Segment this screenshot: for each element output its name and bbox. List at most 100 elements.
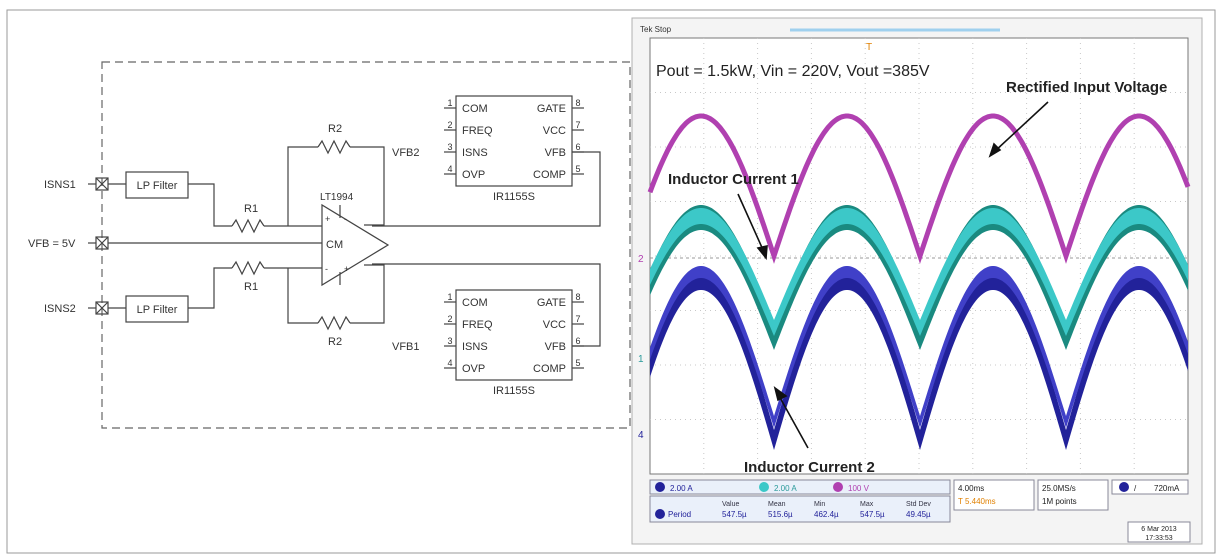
measurement-header: Min	[814, 501, 825, 508]
measurement-header: Std Dev	[906, 501, 931, 508]
ic-bottom-pin-number: 1	[447, 292, 452, 302]
opamp-cm-label: CM	[326, 239, 343, 251]
resistor-r2-bottom	[317, 315, 351, 331]
opamp-name: LT1994	[320, 192, 354, 203]
capture-date: 6 Mar 2013	[1141, 526, 1177, 533]
label-inductor-current-1: Inductor Current 1	[668, 171, 799, 188]
lp-filter-2-label: LP Filter	[137, 304, 178, 316]
ic-bottom-pin-label: OVP	[462, 363, 485, 375]
lp-filter-1-label: LP Filter	[137, 180, 178, 192]
ic-bottom-pin-number: 6	[575, 336, 580, 346]
ic-top-pin-label: ISNS	[462, 147, 488, 159]
ic-top-pin-number: 2	[447, 120, 452, 130]
trigger-source-dot	[1119, 482, 1129, 492]
label-rectified-input-voltage: Rectified Input Voltage	[1006, 79, 1167, 96]
channel-readout-bar	[649, 479, 951, 495]
ic-top-pin-number: 7	[575, 120, 580, 130]
input-label-isns2: ISNS2	[44, 303, 76, 315]
opamp-plus-top: +	[325, 214, 330, 224]
capture-time: 17:33:53	[1145, 535, 1172, 542]
trigger-slope: /	[1134, 484, 1137, 493]
ic-top-pin-number: 4	[447, 164, 452, 174]
channel-4-dot	[655, 482, 665, 492]
ic-top-pin-number: 3	[447, 142, 452, 152]
ic-top-pin-label: VFB	[545, 147, 566, 159]
ic-bottom-pin-label: COMP	[533, 363, 566, 375]
ic-bottom-pin-number: 7	[575, 314, 580, 324]
sampling-box	[1037, 479, 1109, 511]
resistor-r1-bottom	[231, 260, 265, 276]
waveform-rectified-input-voltage	[647, 113, 1191, 264]
ic-top-name: IR1155S	[493, 191, 535, 203]
lp-filter-1-box	[125, 171, 189, 199]
ic-top-pin-label: VCC	[543, 125, 566, 137]
measurement-header: Value	[722, 501, 739, 508]
channel-4-marker: 4	[638, 430, 644, 441]
measurement-value: 547.5µ	[722, 510, 747, 519]
trigger-level: 720mA	[1154, 484, 1180, 493]
measurement-value: 547.5µ	[860, 510, 885, 519]
r2-top-label: R2	[328, 123, 342, 135]
ic-bottom-name: IR1155S	[493, 385, 535, 397]
trigger-box	[1111, 479, 1189, 495]
scope-status: Tek Stop	[640, 25, 672, 34]
channel-1-dot	[759, 482, 769, 492]
dashed-boundary	[101, 61, 631, 429]
resistor-r1-top	[231, 218, 265, 234]
measurement-name: Period	[668, 510, 691, 519]
ic-top-pin-number: 1	[447, 98, 452, 108]
ic-bottom-pin-label: ISNS	[462, 341, 488, 353]
record-length: 1M points	[1042, 497, 1077, 506]
channel-1-marker: 1	[638, 354, 644, 365]
scope-status-bar: 2.00 A 2.00 A 100 V 4.00ms T 5.440ms 25.…	[649, 479, 1191, 543]
resistor-r2-top	[317, 139, 351, 155]
trigger-marker: T	[866, 42, 872, 53]
input-label-isns1: ISNS1	[44, 179, 76, 191]
ic-bottom-body	[455, 289, 573, 381]
annotation-arrows	[737, 101, 1049, 449]
r2-bottom-label: R2	[328, 336, 342, 348]
ic-bottom-pin-label: COM	[462, 297, 488, 309]
sample-rate: 25.0MS/s	[1042, 484, 1076, 493]
oscilloscope-capture: T 2 1 4 Tek Stop Pout = 1.5kW, Vin = 220…	[631, 17, 1203, 545]
channel-2-dot	[833, 482, 843, 492]
ic-bottom-pin-label: FREQ	[462, 319, 493, 331]
opamp-plus-bottom: +	[344, 264, 349, 274]
r1-bottom-label: R1	[244, 281, 258, 293]
operating-condition: Pout = 1.5kW, Vin = 220V, Vout =385V	[656, 63, 930, 80]
ic-bottom-pin-number: 2	[447, 314, 452, 324]
r1-top-label: R1	[244, 203, 258, 215]
measurement-header: Max	[860, 501, 874, 508]
net-vfb2: VFB2	[392, 147, 420, 159]
channel-1-scale: 2.00 A	[774, 484, 797, 493]
ic-top-pin-label: OVP	[462, 169, 485, 181]
ic-bottom-pin-number: 3	[447, 336, 452, 346]
ic-top-body	[455, 95, 573, 187]
channel-4-scale: 2.00 A	[670, 484, 693, 493]
label-inductor-current-2: Inductor Current 2	[744, 459, 875, 476]
ic-bottom-pin-label: VFB	[545, 341, 566, 353]
ic-top-pin-number: 8	[575, 98, 580, 108]
measurement-value: 515.6µ	[768, 510, 793, 519]
lp-filter-2-box	[125, 295, 189, 323]
waveform-inductor-current-2-core	[650, 266, 1188, 428]
opamp-minus-bottom: -	[325, 264, 328, 274]
ic-top-pin-label: COMP	[533, 169, 566, 181]
datetime-box	[1127, 521, 1191, 543]
measurement-header: Mean	[768, 501, 786, 508]
ic-bottom-pin-number: 5	[575, 358, 580, 368]
control-schematic	[88, 61, 631, 429]
ic-top-pin-label: COM	[462, 103, 488, 115]
measurement-value: 462.4µ	[814, 510, 839, 519]
input-label-vfb: VFB = 5V	[28, 238, 76, 250]
channel-2-scale: 100 V	[848, 484, 870, 493]
timebase-scale: 4.00ms	[958, 484, 984, 493]
ic-top-pin-number: 5	[575, 164, 580, 174]
ic-top-pin-label: FREQ	[462, 125, 493, 137]
waveform-inductor-current-1-envelope	[650, 205, 1188, 350]
measurement-value: 49.45µ	[906, 510, 931, 519]
ic-bottom-pin-label: VCC	[543, 319, 566, 331]
ic-top-pin-number: 6	[575, 142, 580, 152]
waveform-inductor-current-1-core	[650, 208, 1188, 336]
